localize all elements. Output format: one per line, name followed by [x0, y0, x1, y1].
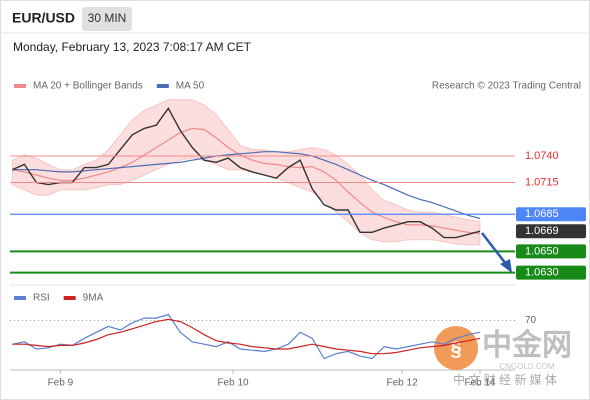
bollinger-band: [11, 99, 481, 246]
price-line: [12, 106, 481, 239]
x-tick-label: Feb 9: [48, 378, 74, 389]
legend-label: MA 50: [176, 81, 205, 92]
level-box: [516, 207, 586, 222]
level-box: [516, 265, 586, 280]
legend-swatch: [156, 84, 169, 88]
level-label: 1.0650: [525, 245, 559, 257]
x-tick-label: Feb 14: [464, 378, 496, 389]
level-label: 1.0715: [525, 176, 559, 188]
legend-swatch: [14, 84, 26, 88]
series-line: [12, 318, 481, 355]
interval: 30 MIN: [88, 11, 127, 25]
forecast-arrow: [481, 232, 507, 265]
level-box: [516, 244, 586, 259]
watermark-tagline: 中 文 财 经 新 媒 体: [453, 372, 557, 387]
watermark-logo-mark: §: [450, 338, 461, 360]
watermark: § 中金网 CNGOLD.COM 中 文 财 经 新 媒 体: [434, 326, 572, 387]
level-label: 1.0630: [525, 266, 559, 278]
level-label: 1.0740: [525, 150, 559, 162]
forecast-arrowhead: [500, 259, 512, 273]
x-tick-label: Feb 12: [387, 378, 419, 389]
watermark-brand: 中金网: [482, 328, 572, 362]
legend-label: MA 20 + Bollinger Bands: [33, 81, 143, 92]
legend-label: RSI: [33, 293, 50, 304]
series-line: [12, 151, 481, 220]
y-tick-label: 70: [525, 315, 537, 326]
source: Research © 2023 Trading Central: [432, 81, 581, 92]
symbol: EUR/USD: [12, 10, 75, 26]
watermark-site: CNGOLD.COM: [499, 362, 554, 371]
series-line: [12, 313, 481, 360]
legend-label: 9MA: [83, 293, 104, 304]
x-tick-label: Feb 10: [217, 378, 249, 389]
legend-swatch: [63, 296, 76, 300]
level-box: [516, 224, 586, 239]
timestamp: Monday, February 13, 2023 7:08:17 AM CET: [13, 40, 252, 54]
interval-badge: [82, 7, 132, 31]
watermark-logo: [434, 326, 478, 370]
legend-swatch: [14, 296, 26, 300]
level-label: 1.0685: [525, 208, 559, 220]
level-label: 1.0669: [525, 225, 559, 237]
